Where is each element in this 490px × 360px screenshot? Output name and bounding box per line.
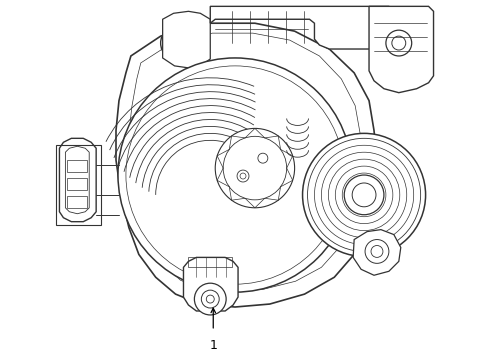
Polygon shape <box>163 11 210 68</box>
Circle shape <box>344 175 384 215</box>
Circle shape <box>215 129 294 208</box>
Circle shape <box>386 30 412 56</box>
Polygon shape <box>59 138 96 222</box>
Polygon shape <box>116 23 377 307</box>
Polygon shape <box>353 230 401 275</box>
Polygon shape <box>369 6 434 93</box>
Text: 1: 1 <box>209 339 217 352</box>
Circle shape <box>365 239 389 264</box>
Circle shape <box>302 133 426 256</box>
Polygon shape <box>210 6 394 49</box>
Polygon shape <box>183 257 238 311</box>
Circle shape <box>195 283 226 315</box>
Circle shape <box>118 58 352 292</box>
Circle shape <box>161 25 196 61</box>
